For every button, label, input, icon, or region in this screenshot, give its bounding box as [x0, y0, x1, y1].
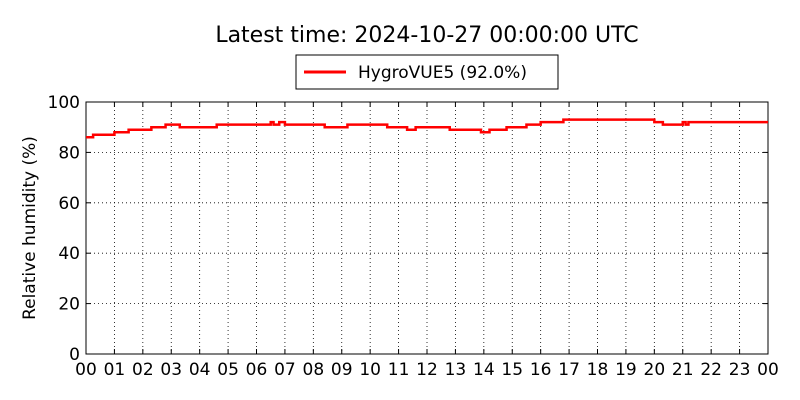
x-tick-label: 03 — [160, 360, 182, 380]
y-tick-label: 80 — [58, 143, 80, 163]
series-group — [86, 118, 768, 139]
axis-ticks — [85, 101, 769, 355]
y-tick-label: 20 — [58, 295, 80, 315]
x-tick-label: 19 — [615, 360, 637, 380]
y-tick-label: 100 — [48, 93, 80, 113]
x-tick-label: 05 — [217, 360, 239, 380]
x-tick-label: 02 — [132, 360, 154, 380]
x-tick-labels: 00 01 02 03 04 05 06 07 08 09 10 11 12 13 14 15 16 17 18 19… — [75, 360, 779, 380]
plot-frame — [85, 101, 769, 355]
legend-label: HygroVUE5 (92.0%) — [358, 63, 527, 83]
x-tick-label: 00 — [757, 360, 779, 380]
series-line — [86, 118, 768, 139]
x-tick-label: 14 — [473, 360, 495, 380]
y-axis-label: Relative humidity (%) — [20, 136, 40, 320]
y-tick-labels: 0 20 40 60 80 100 — [48, 93, 80, 365]
gridlines — [86, 102, 768, 354]
y-tick-label: 60 — [58, 194, 80, 214]
x-tick-label: 01 — [104, 360, 126, 380]
x-tick-label: 18 — [587, 360, 609, 380]
x-tick-label: 15 — [501, 360, 523, 380]
legend: HygroVUE5 (92.0%) — [295, 54, 559, 90]
x-tick-label: 21 — [672, 360, 694, 380]
x-tick-label: 11 — [388, 360, 410, 380]
x-tick-label: 10 — [359, 360, 381, 380]
x-tick-label: 06 — [246, 360, 268, 380]
x-tick-label: 00 — [75, 360, 97, 380]
x-tick-label: 09 — [331, 360, 353, 380]
y-tick-label: 40 — [58, 244, 80, 264]
x-tick-label: 20 — [644, 360, 666, 380]
x-tick-label: 04 — [189, 360, 211, 380]
y-tick-label: 0 — [69, 345, 80, 365]
chart-title: Latest time: 2024-10-27 00:00:00 UTC — [215, 23, 638, 48]
x-tick-label: 08 — [303, 360, 325, 380]
x-tick-label: 23 — [729, 360, 751, 380]
x-tick-label: 16 — [530, 360, 552, 380]
x-tick-label: 17 — [558, 360, 580, 380]
x-tick-label: 12 — [416, 360, 438, 380]
x-tick-label: 22 — [700, 360, 722, 380]
x-tick-label: 13 — [445, 360, 467, 380]
x-tick-label: 07 — [274, 360, 296, 380]
